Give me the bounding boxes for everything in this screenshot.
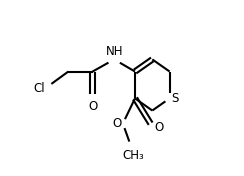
- Text: Cl: Cl: [33, 81, 45, 95]
- Text: NH: NH: [105, 45, 123, 58]
- Text: S: S: [171, 92, 178, 105]
- Text: O: O: [113, 117, 122, 130]
- Text: O: O: [88, 100, 97, 113]
- Text: O: O: [154, 121, 163, 134]
- Text: CH₃: CH₃: [122, 149, 144, 162]
